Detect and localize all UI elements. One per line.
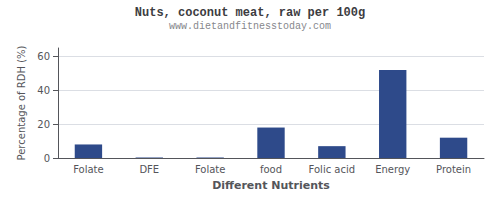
- svg-text:Nuts, coconut meat, raw per 10: Nuts, coconut meat, raw per 100g: [135, 6, 365, 20]
- svg-text:0: 0: [44, 153, 50, 164]
- svg-text:Energy: Energy: [375, 164, 410, 175]
- svg-text:DFE: DFE: [139, 164, 159, 175]
- svg-text:20: 20: [37, 119, 50, 130]
- svg-text:www.dietandfitnesstoday.com: www.dietandfitnesstoday.com: [169, 21, 331, 32]
- svg-text:Protein: Protein: [436, 164, 471, 175]
- svg-text:Different Nutrients: Different Nutrients: [212, 179, 330, 192]
- svg-text:Percentage of RDH (%): Percentage of RDH (%): [16, 45, 27, 160]
- svg-text:food: food: [260, 164, 282, 175]
- svg-text:Folate: Folate: [73, 164, 104, 175]
- svg-text:Folate: Folate: [195, 164, 226, 175]
- svg-text:60: 60: [37, 51, 50, 62]
- svg-text:Folic acid: Folic acid: [309, 164, 356, 175]
- svg-text:40: 40: [37, 85, 50, 96]
